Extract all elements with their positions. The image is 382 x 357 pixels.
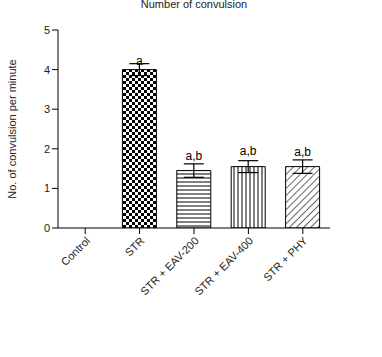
svg-text:0: 0 [44, 222, 50, 234]
svg-text:STR + EAV-400: STR + EAV-400 [192, 234, 255, 297]
svg-text:STR + PHY: STR + PHY [261, 234, 310, 283]
svg-text:Control: Control [59, 234, 93, 268]
svg-text:STR: STR [122, 234, 146, 258]
svg-text:2: 2 [44, 143, 50, 155]
svg-text:a,b: a,b [240, 144, 257, 158]
svg-text:a,b: a,b [185, 149, 202, 163]
svg-text:a,b: a,b [294, 145, 311, 159]
svg-text:a: a [136, 54, 143, 68]
svg-text:1: 1 [44, 182, 50, 194]
svg-text:No. of convulsion per minute: No. of convulsion per minute [8, 59, 18, 198]
svg-text:4: 4 [44, 64, 50, 76]
svg-text:STR + EAV-200: STR + EAV-200 [138, 234, 201, 297]
svg-text:3: 3 [44, 103, 50, 115]
svg-text:5: 5 [44, 24, 50, 36]
